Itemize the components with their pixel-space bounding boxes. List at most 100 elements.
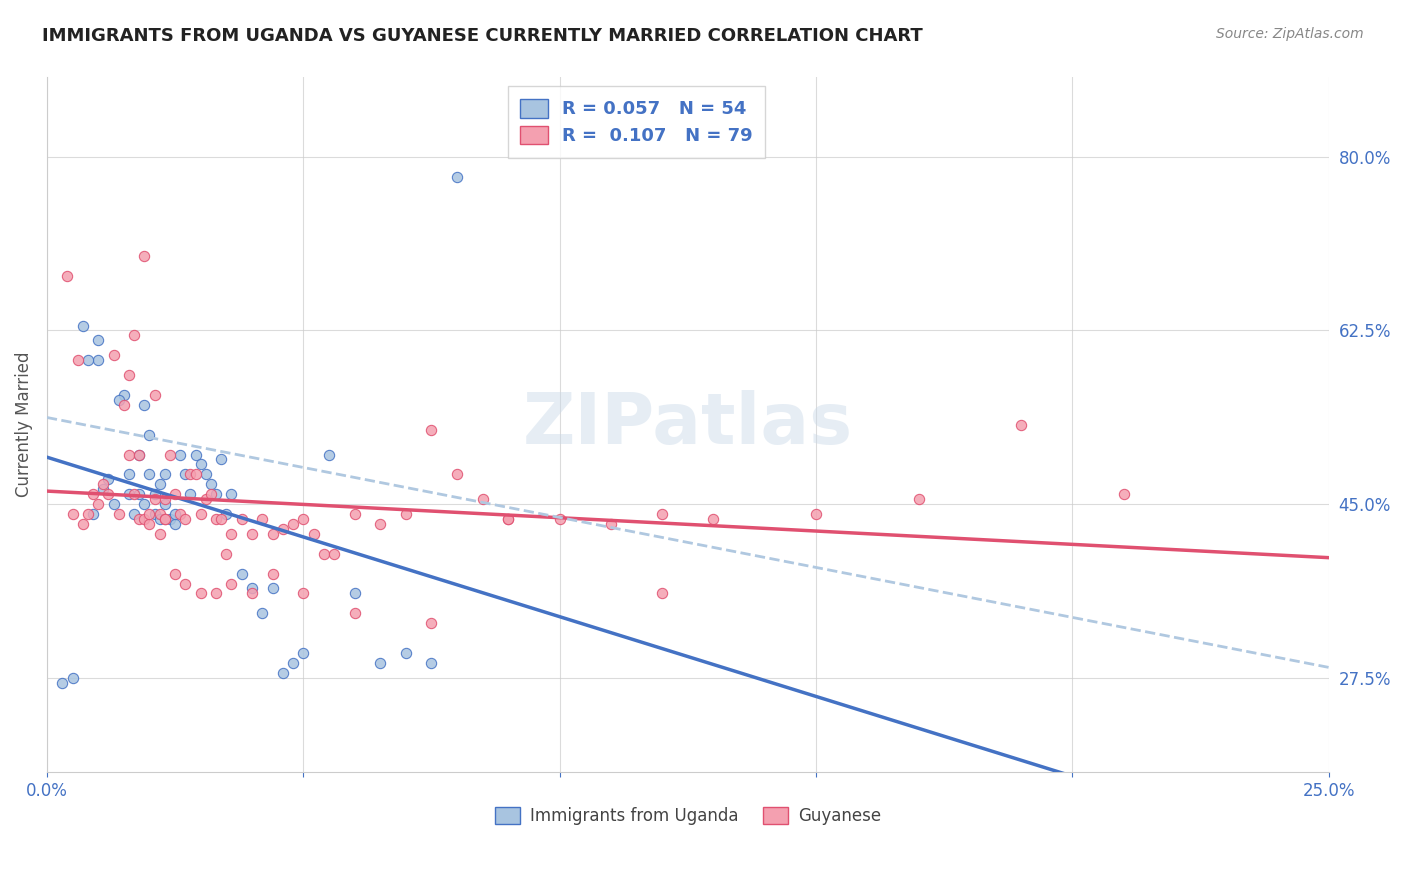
Point <box>420 616 443 631</box>
Point <box>179 487 201 501</box>
Point <box>302 527 325 541</box>
Point <box>252 607 274 621</box>
Point <box>262 582 284 596</box>
Point <box>343 586 366 600</box>
Point <box>343 607 366 621</box>
Point <box>471 492 494 507</box>
Point <box>907 492 929 507</box>
Point <box>77 353 100 368</box>
Point <box>134 512 156 526</box>
Point <box>446 169 468 184</box>
Point <box>122 328 145 343</box>
Point <box>190 507 212 521</box>
Point <box>134 497 156 511</box>
Point <box>122 487 145 501</box>
Point <box>138 467 160 482</box>
Point <box>143 388 166 402</box>
Point <box>134 249 156 263</box>
Point <box>343 507 366 521</box>
Point <box>153 492 176 507</box>
Point <box>143 492 166 507</box>
Point <box>240 586 263 600</box>
Point <box>112 398 135 412</box>
Point <box>118 487 141 501</box>
Point <box>56 268 79 283</box>
Point <box>165 487 187 501</box>
Point <box>128 512 150 526</box>
Point <box>134 398 156 412</box>
Point <box>368 656 391 670</box>
Point <box>62 507 84 521</box>
Point <box>368 516 391 531</box>
Point <box>87 497 110 511</box>
Point <box>138 507 160 521</box>
Point <box>138 427 160 442</box>
Point <box>51 675 73 690</box>
Point <box>804 507 827 521</box>
Point <box>149 512 172 526</box>
Point <box>231 566 253 581</box>
Point <box>194 492 217 507</box>
Point <box>498 512 520 526</box>
Point <box>122 507 145 521</box>
Point <box>312 547 335 561</box>
Point <box>184 448 207 462</box>
Point <box>82 487 104 501</box>
Point <box>174 512 197 526</box>
Point <box>318 448 340 462</box>
Point <box>292 586 315 600</box>
Point <box>205 512 228 526</box>
Point <box>72 516 94 531</box>
Point <box>149 477 172 491</box>
Point <box>138 516 160 531</box>
Legend: Immigrants from Uganda, Guyanese: Immigrants from Uganda, Guyanese <box>486 798 890 833</box>
Point <box>395 646 418 660</box>
Point <box>103 497 125 511</box>
Point <box>600 516 623 531</box>
Point <box>292 512 315 526</box>
Point <box>184 467 207 482</box>
Point <box>153 512 176 526</box>
Point <box>128 448 150 462</box>
Point <box>262 527 284 541</box>
Point <box>174 467 197 482</box>
Point <box>420 423 443 437</box>
Text: IMMIGRANTS FROM UGANDA VS GUYANESE CURRENTLY MARRIED CORRELATION CHART: IMMIGRANTS FROM UGANDA VS GUYANESE CURRE… <box>42 27 922 45</box>
Point <box>548 512 571 526</box>
Text: Source: ZipAtlas.com: Source: ZipAtlas.com <box>1216 27 1364 41</box>
Point <box>190 458 212 472</box>
Point <box>97 472 120 486</box>
Point <box>77 507 100 521</box>
Point <box>153 512 176 526</box>
Point <box>651 507 673 521</box>
Point <box>281 516 304 531</box>
Point <box>165 507 187 521</box>
Point <box>221 487 243 501</box>
Point <box>281 656 304 670</box>
Point <box>149 507 172 521</box>
Point <box>143 507 166 521</box>
Point <box>169 448 191 462</box>
Point <box>103 348 125 362</box>
Point <box>395 507 418 521</box>
Point <box>165 566 187 581</box>
Point <box>200 477 222 491</box>
Point <box>143 487 166 501</box>
Point <box>169 507 191 521</box>
Point <box>1010 417 1032 432</box>
Point <box>118 467 141 482</box>
Point <box>1112 487 1135 501</box>
Point <box>292 646 315 660</box>
Point <box>72 318 94 333</box>
Point <box>205 586 228 600</box>
Point <box>118 448 141 462</box>
Text: ZIPatlas: ZIPatlas <box>523 390 853 459</box>
Point <box>194 467 217 482</box>
Point <box>153 467 176 482</box>
Point <box>209 452 232 467</box>
Point <box>240 527 263 541</box>
Point <box>420 656 443 670</box>
Point <box>107 507 129 521</box>
Point <box>446 467 468 482</box>
Point <box>702 512 724 526</box>
